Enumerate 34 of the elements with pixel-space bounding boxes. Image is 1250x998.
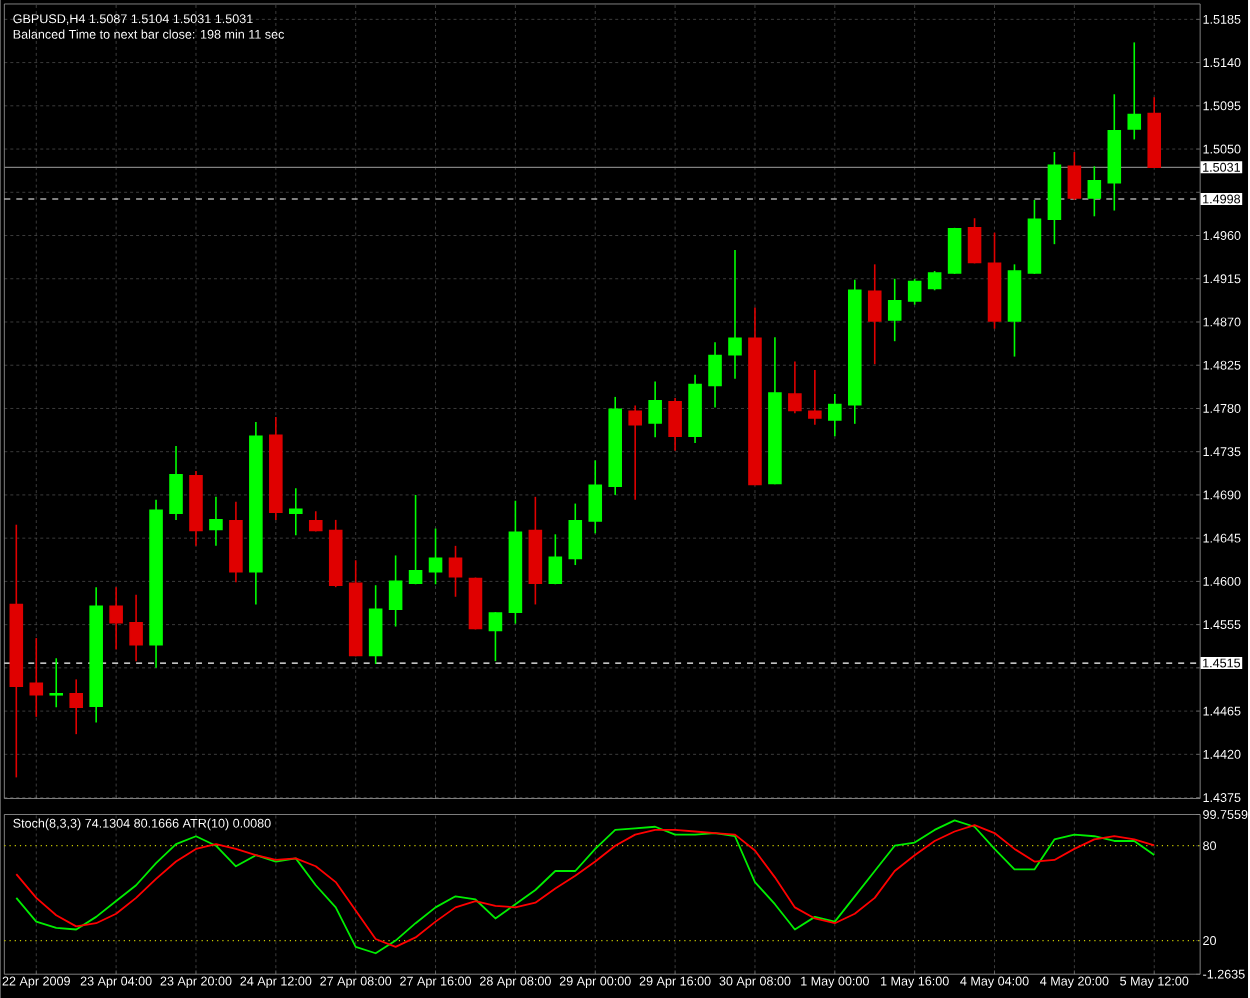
- candlestick: [808, 369, 822, 426]
- candlestick: [169, 445, 183, 521]
- candlestick: [728, 249, 742, 380]
- candlestick: [29, 637, 44, 718]
- candlestick: [428, 527, 443, 586]
- candlestick: [668, 397, 682, 452]
- candlestick: [408, 494, 423, 586]
- candlestick: [109, 586, 123, 651]
- candlestick: [1127, 41, 1142, 141]
- candlestick: [907, 277, 922, 306]
- candlestick: [488, 611, 503, 662]
- candlestick: [867, 263, 882, 365]
- candlestick: [967, 217, 982, 265]
- candlestick: [69, 678, 83, 735]
- candlestick: [628, 404, 642, 501]
- candlestick: [1067, 151, 1082, 201]
- candlestick: [388, 554, 403, 628]
- candlestick: [448, 544, 463, 598]
- candlestick: [947, 226, 962, 275]
- candlestick: [49, 657, 64, 708]
- candlestick: [129, 593, 143, 662]
- candlestick: [788, 360, 802, 414]
- candlestick: [927, 270, 942, 292]
- candlestick: [568, 502, 583, 566]
- candlestick: [1087, 165, 1102, 218]
- candlestick: [209, 495, 223, 547]
- candlestick: [368, 584, 383, 665]
- candlestick: [648, 380, 662, 439]
- candlestick: [828, 393, 842, 438]
- candlestick: [708, 341, 722, 409]
- candlestick: [887, 277, 902, 342]
- candlestick: [548, 533, 563, 586]
- candlestick: [588, 459, 603, 535]
- candlestick: [289, 487, 303, 537]
